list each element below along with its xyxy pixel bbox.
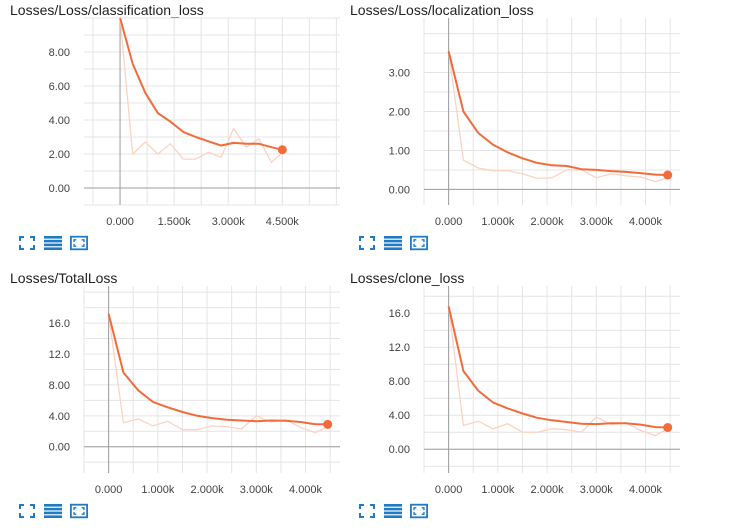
data-list-icon[interactable] (384, 235, 402, 251)
x-tick-label: 2.000k (191, 484, 225, 496)
last-point-marker (663, 423, 673, 433)
chart-toolbar (358, 503, 428, 519)
x-tick-label: 1.000k (481, 216, 515, 228)
expand-icon[interactable] (18, 503, 36, 519)
y-tick-label: 3.00 (389, 68, 410, 80)
y-tick-label: 16.0 (389, 308, 410, 320)
x-tick-label: 0.000 (106, 216, 134, 228)
x-tick-label: 4.500k (266, 216, 300, 228)
y-tick-label: 0.00 (49, 183, 70, 195)
chart-card-clone-loss: Losses/clone_loss 0.000 1.000k 2.000k 3.000… (340, 268, 707, 531)
y-tick-label: 1.00 (389, 145, 410, 157)
chart-title: Losses/Loss/localization_loss (350, 2, 534, 18)
raw-series-line (107, 313, 328, 434)
data-list-icon[interactable] (44, 503, 62, 519)
y-tick-label: 0.00 (389, 444, 410, 456)
chart-title: Losses/clone_loss (350, 270, 465, 286)
x-tick-label: 4.000k (629, 484, 663, 496)
expand-icon[interactable] (358, 503, 376, 519)
smoothed-series-line (447, 306, 668, 429)
y-tick-label: 8.00 (389, 376, 410, 388)
x-tick-label: 0.000 (435, 216, 463, 228)
x-tick-label: 1.000k (141, 484, 175, 496)
y-tick-label: 4.00 (49, 411, 70, 423)
y-tick-label: 8.00 (49, 380, 70, 392)
chart-plot[interactable]: 0.000 1.000k 2.000k 3.000k 4.000k 0.00 4.00 8.0… (340, 268, 707, 500)
chart-plot[interactable]: 0.000 1.500k 3.000k 4.500k 0.00 2.00 4.00 6.00 8… (0, 0, 367, 232)
chart-card-classification-loss: Losses/Loss/classification_loss 0.000 1.5… (0, 0, 367, 263)
raw-series-line (447, 306, 669, 437)
expand-icon[interactable] (358, 235, 376, 251)
fit-domain-icon[interactable] (70, 503, 88, 519)
y-tick-label: 0.00 (49, 442, 70, 454)
smoothed-series-line (447, 50, 668, 176)
x-tick-label: 4.000k (629, 216, 663, 228)
x-tick-label: 3.000k (580, 216, 614, 228)
y-tick-label: 12.0 (49, 349, 70, 361)
x-tick-label: 1.500k (158, 216, 192, 228)
y-tick-label: 4.00 (49, 115, 70, 127)
last-point-marker (323, 419, 333, 429)
fit-domain-icon[interactable] (410, 235, 428, 251)
y-tick-label: 8.00 (49, 47, 70, 59)
y-tick-label: 2.00 (49, 149, 70, 161)
last-point-marker (663, 170, 673, 180)
x-tick-label: 0.000 (95, 484, 123, 496)
chart-title: Losses/Loss/classification_loss (10, 2, 204, 18)
x-tick-label: 4.000k (289, 484, 323, 496)
chart-toolbar (358, 235, 428, 251)
x-tick-label: 3.000k (240, 484, 274, 496)
fit-domain-icon[interactable] (70, 235, 88, 251)
y-tick-label: 0.00 (389, 184, 410, 196)
raw-series-line (119, 17, 283, 164)
chart-card-total-loss: Losses/TotalLoss 0.000 1.000k 2.000k 3.000k… (0, 268, 367, 531)
data-list-icon[interactable] (384, 503, 402, 519)
y-tick-label: 16.0 (49, 318, 70, 330)
chart-toolbar (18, 235, 88, 251)
expand-icon[interactable] (18, 235, 36, 251)
x-tick-label: 3.000k (212, 216, 246, 228)
fit-domain-icon[interactable] (410, 503, 428, 519)
x-tick-label: 1.000k (481, 484, 515, 496)
y-tick-label: 6.00 (49, 81, 70, 93)
y-tick-label: 4.00 (389, 410, 410, 422)
smoothed-series-line (107, 313, 328, 426)
chart-card-localization-loss: Losses/Loss/localization_loss 0.000 1.000… (340, 0, 707, 263)
chart-plot[interactable]: 0.000 1.000k 2.000k 3.000k 4.000k 0.00 4.00 8.0… (0, 268, 367, 500)
chart-title: Losses/TotalLoss (10, 270, 118, 286)
y-tick-label: 2.00 (389, 107, 410, 119)
x-tick-label: 0.000 (435, 484, 463, 496)
x-tick-label: 2.000k (531, 484, 565, 496)
data-list-icon[interactable] (44, 235, 62, 251)
x-tick-label: 2.000k (531, 216, 565, 228)
y-tick-label: 12.0 (389, 342, 410, 354)
chart-plot[interactable]: 0.000 1.000k 2.000k 3.000k 4.000k 0.00 1.00 2.0… (340, 0, 707, 232)
raw-series-line (447, 51, 668, 183)
chart-toolbar (18, 503, 88, 519)
smoothed-series-line (119, 17, 283, 151)
last-point-marker (277, 145, 287, 155)
x-tick-label: 3.000k (580, 484, 614, 496)
